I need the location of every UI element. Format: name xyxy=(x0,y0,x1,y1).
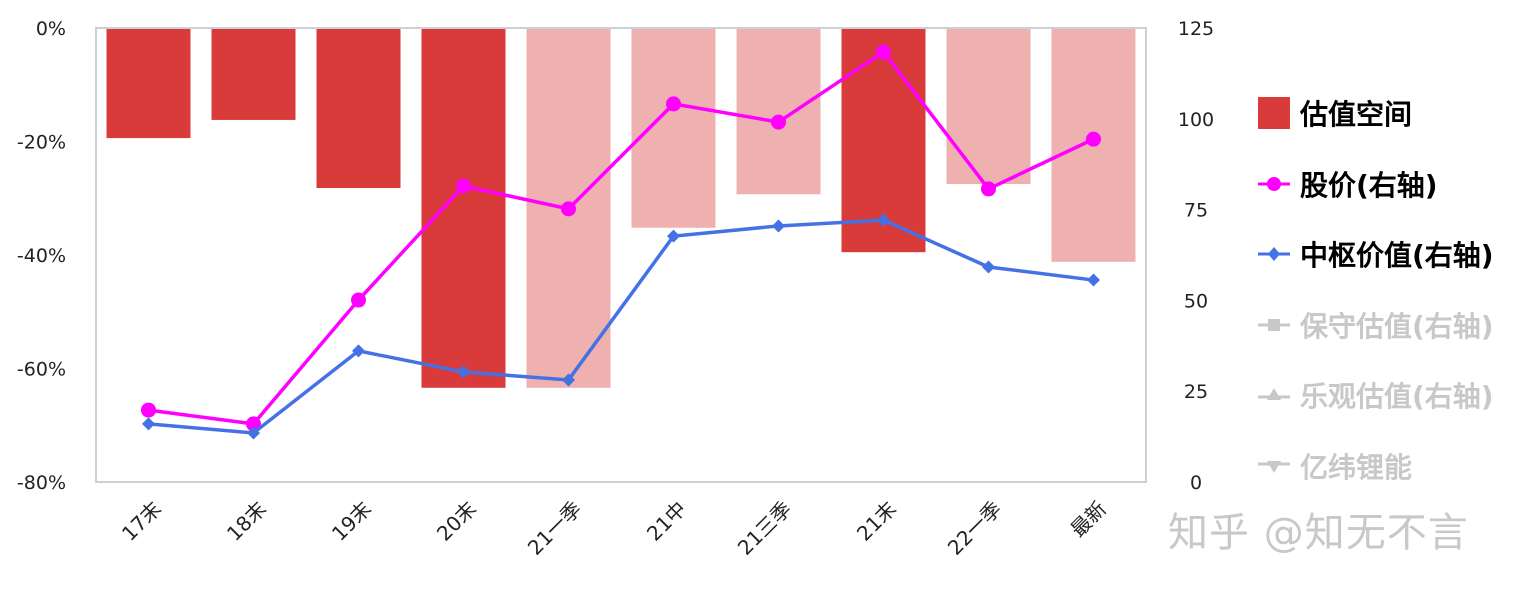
x-tick-label: 21中 xyxy=(642,497,691,546)
right-tick-label: 50 xyxy=(1184,290,1208,312)
x-tick-label: 22一季 xyxy=(943,497,1006,560)
point-21三季 xyxy=(771,114,786,130)
legend-item-eve-energy[interactable]: 亿纬锂能 xyxy=(1258,431,1494,502)
legend-label: 亿纬锂能 xyxy=(1300,450,1413,484)
point-21中 xyxy=(666,96,681,112)
point-18末 xyxy=(247,426,260,440)
point-19末 xyxy=(351,292,366,308)
x-tick-label: 20末 xyxy=(432,497,481,546)
left-tick-label: -80% xyxy=(17,472,66,494)
left-tick-label: 0% xyxy=(36,18,66,40)
legend-label: 估值空间 xyxy=(1300,98,1413,132)
bar-20末 xyxy=(421,28,506,388)
legend-label: 乐观估值(右轴) xyxy=(1300,380,1494,414)
legend-item-valuation-space[interactable]: 估值空间 xyxy=(1258,78,1494,149)
right-tick-label: 0 xyxy=(1190,472,1202,494)
bar-22一季 xyxy=(946,28,1031,185)
right-tick-label: 25 xyxy=(1184,381,1208,403)
bar-18末 xyxy=(211,28,296,120)
bar-17末 xyxy=(106,28,191,139)
bar-21三季 xyxy=(736,28,821,195)
point-最新 xyxy=(1087,273,1100,287)
legend-swatch-triangle-down xyxy=(1258,460,1290,473)
x-tick-label: 19末 xyxy=(327,497,376,546)
legend-swatch-diamond xyxy=(1258,247,1290,262)
legend-swatch-square xyxy=(1258,318,1290,331)
legend-item-optimistic[interactable]: 乐观估值(右轴) xyxy=(1258,360,1494,431)
point-22一季 xyxy=(982,260,995,274)
x-tick-label: 17末 xyxy=(117,497,166,546)
legend-swatch-triangle-up xyxy=(1258,388,1290,401)
legend-item-central-value[interactable]: 中枢价值(右轴) xyxy=(1258,219,1494,290)
point-21中 xyxy=(667,229,680,243)
right-tick-label: 100 xyxy=(1178,109,1214,131)
legend: 估值空间 股价(右轴) 中枢价值(右轴) 保守估值(右轴) 乐观估值(右轴) 亿… xyxy=(1258,78,1494,501)
line-中枢价值(右轴) xyxy=(148,218,1094,435)
point-21三季 xyxy=(772,219,785,233)
point-22一季 xyxy=(981,181,996,197)
left-tick-label: -60% xyxy=(17,359,66,381)
point-19末 xyxy=(352,344,365,358)
point-17末 xyxy=(141,402,156,418)
bar-19末 xyxy=(316,28,401,189)
watermark: 知乎 @知无不言 xyxy=(1168,510,1469,556)
point-18末 xyxy=(246,416,261,432)
legend-label: 中枢价值(右轴) xyxy=(1300,239,1494,273)
point-21末 xyxy=(876,44,891,60)
right-tick-label: 75 xyxy=(1184,200,1208,222)
bar-21中 xyxy=(631,28,716,228)
point-20末 xyxy=(456,178,471,194)
x-tick-label: 21一季 xyxy=(523,497,586,560)
line-股价(右轴) xyxy=(148,49,1095,426)
x-tick-label: 18末 xyxy=(222,497,271,546)
legend-label: 保守估值(右轴) xyxy=(1300,309,1494,343)
left-tick-label: -20% xyxy=(17,132,66,154)
point-21一季 xyxy=(561,201,576,217)
point-21末 xyxy=(877,213,890,227)
legend-item-stock-price[interactable]: 股价(右轴) xyxy=(1258,149,1494,220)
legend-label: 股价(右轴) xyxy=(1300,168,1438,202)
legend-swatch-circle xyxy=(1258,176,1290,191)
x-tick-label: 21末 xyxy=(852,497,901,546)
legend-swatch-bar xyxy=(1258,97,1290,130)
right-tick-label: 125 xyxy=(1178,18,1214,40)
x-tick-label: 最新 xyxy=(1066,497,1111,542)
point-20末 xyxy=(457,365,470,379)
x-tick-label: 21三季 xyxy=(733,497,796,560)
plot-frame xyxy=(95,27,1147,483)
legend-item-conservative[interactable]: 保守估值(右轴) xyxy=(1258,290,1494,361)
left-tick-label: -40% xyxy=(17,245,66,267)
point-最新 xyxy=(1086,131,1101,147)
point-17末 xyxy=(142,417,155,431)
point-21一季 xyxy=(562,373,575,387)
